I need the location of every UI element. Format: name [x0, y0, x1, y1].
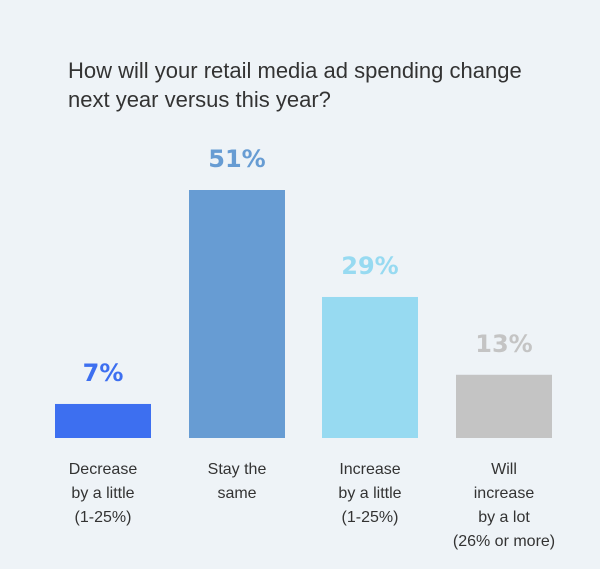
category-label: Will increase by a lot (26% or more) [439, 458, 569, 554]
category-label: Stay the same [172, 458, 302, 506]
category-label-line: (1-25%) [74, 509, 132, 526]
bar [189, 190, 285, 438]
data-label: 29% [341, 252, 398, 280]
data-label: 7% [83, 359, 124, 387]
category-label-line: (1-25%) [341, 509, 399, 526]
category-label: Increase by a little (1-25%) [305, 458, 435, 530]
category-label-line: Will [491, 461, 517, 478]
category-label-line: (26% or more) [452, 533, 556, 550]
bar [322, 296, 418, 438]
category-label-line: same [217, 485, 257, 502]
category-label-line: by a little [338, 485, 402, 502]
data-label: 13% [475, 330, 532, 358]
category-label-line: by a little [71, 485, 135, 502]
data-label: 51% [208, 145, 265, 173]
bar [456, 374, 552, 438]
category-label-line: Stay the [207, 461, 267, 478]
category-label-line: Decrease [68, 461, 138, 478]
chart-title: How will your retail media ad spending c… [68, 58, 522, 112]
category-label-line: Increase [339, 461, 401, 478]
category-label-line: by a lot [478, 509, 530, 526]
category-label: Decrease by a little (1-25%) [38, 458, 168, 530]
bar [55, 403, 151, 438]
category-label-line: increase [473, 485, 535, 502]
